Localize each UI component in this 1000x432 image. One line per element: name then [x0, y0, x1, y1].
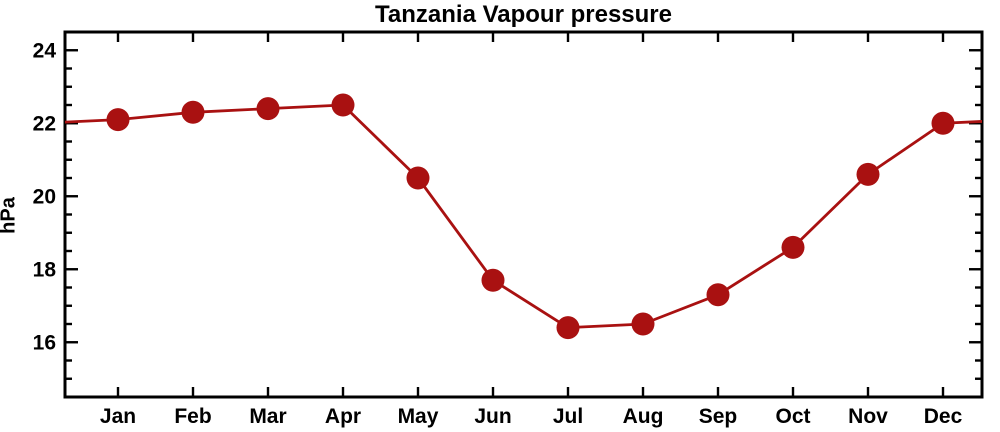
x-tick-label: Dec: [924, 405, 963, 428]
y-axis-minor-ticks: [65, 67, 982, 380]
x-tick-label: Mar: [249, 405, 286, 428]
data-point-marker: [706, 283, 730, 307]
data-point-markers: [106, 93, 955, 340]
y-tick-label: 24: [33, 39, 57, 62]
x-tick-label: May: [398, 405, 439, 428]
data-point-marker: [181, 100, 205, 124]
y-axis-major-ticks: [65, 49, 982, 344]
data-point-marker: [331, 93, 355, 117]
x-tick-label: Oct: [775, 405, 810, 428]
data-point-marker: [106, 108, 130, 132]
data-point-marker: [931, 111, 955, 135]
x-tick-label: Aug: [623, 405, 664, 428]
x-tick-label: Jul: [553, 405, 583, 428]
x-tick-label: Nov: [848, 405, 888, 428]
data-point-marker: [631, 312, 655, 336]
x-tick-label: Apr: [325, 405, 361, 428]
y-axis-tick-labels: 16 18 20 22 24: [33, 39, 57, 354]
data-line: [64, 103, 983, 330]
y-tick-label: 20: [33, 185, 56, 208]
x-tick-label: Feb: [174, 405, 211, 428]
data-point-marker: [556, 316, 580, 340]
data-point-marker: [406, 166, 430, 190]
data-point-marker: [256, 97, 280, 121]
x-axis-tick-labels: Jan Feb Mar Apr May Jun Jul Aug Sep Oct Nov Dec: [100, 405, 963, 428]
x-axis-ticks: [116, 32, 945, 397]
plot-frame: [63, 30, 984, 399]
y-tick-label: 16: [33, 331, 56, 354]
x-tick-label: Sep: [699, 405, 738, 428]
y-tick-label: 22: [33, 112, 56, 135]
data-point-marker: [781, 235, 805, 259]
y-axis-label: hPa: [0, 197, 20, 234]
x-tick-label: Jun: [474, 405, 511, 428]
y-tick-label: 18: [33, 258, 57, 281]
x-tick-label: Jan: [100, 405, 136, 428]
chart-title: Tanzania Vapour pressure: [375, 1, 672, 28]
data-point-marker: [481, 268, 505, 292]
data-point-marker: [856, 162, 880, 186]
